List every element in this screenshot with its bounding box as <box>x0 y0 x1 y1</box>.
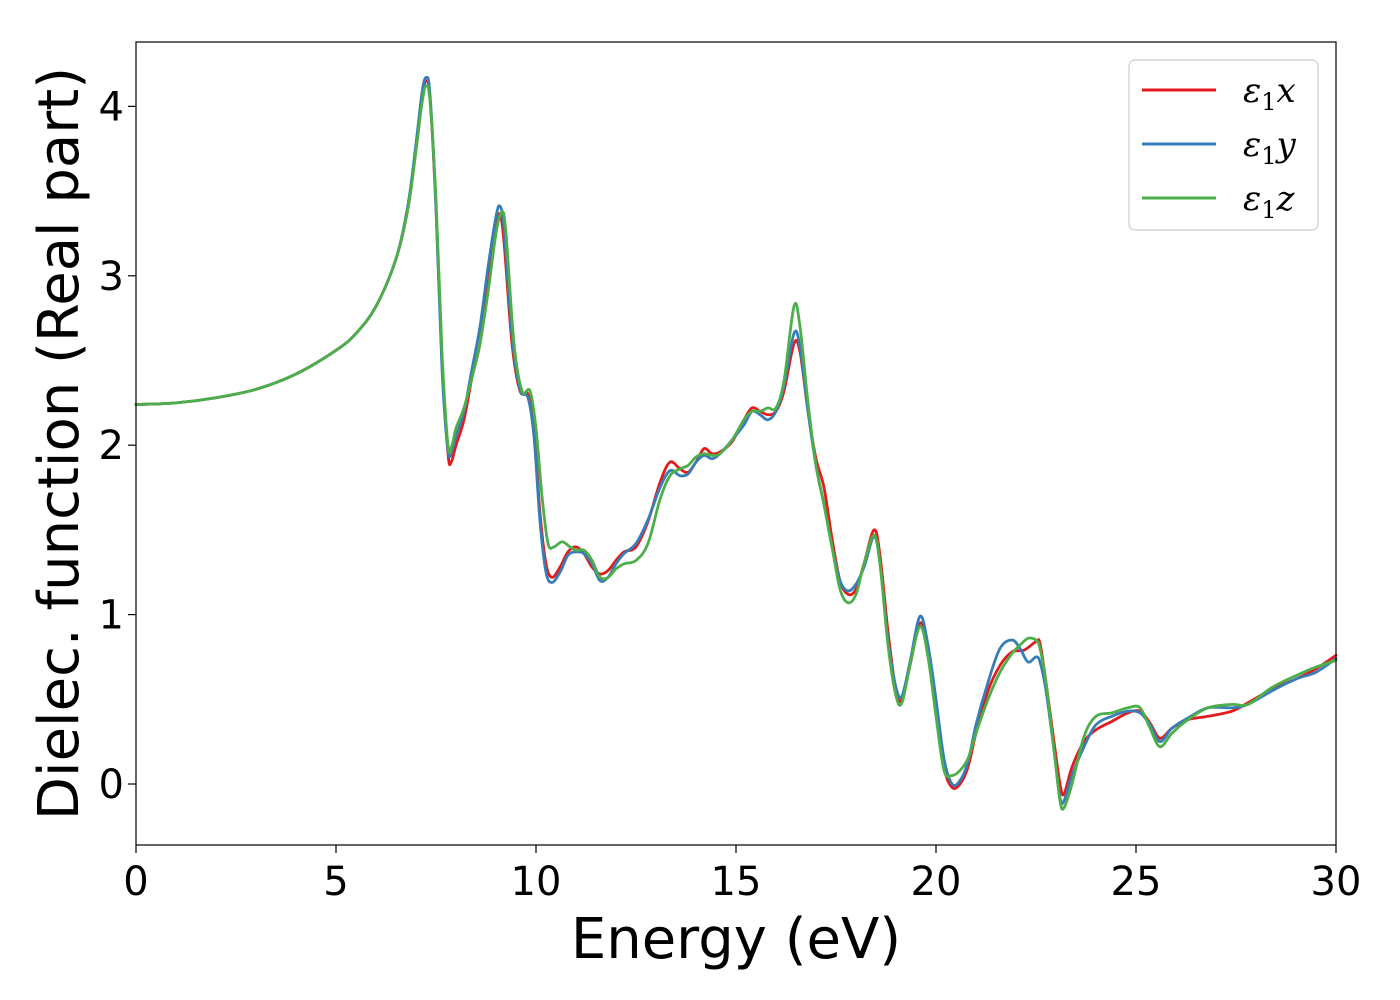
y-tick-label: 1 <box>99 593 124 639</box>
x-axis: 0 5 10 15 20 25 30 <box>123 845 1361 905</box>
x-tick-label: 0 <box>123 859 148 905</box>
legend: ε1x ε1y ε1z <box>1128 59 1319 231</box>
y-tick-label: 0 <box>99 762 124 808</box>
x-tick-label: 30 <box>1311 859 1362 905</box>
legend-entries: ε1x ε1y ε1z <box>1142 71 1297 224</box>
y-axis-label: Dielec. function (Real part) <box>27 67 92 820</box>
y-tick-label: 2 <box>99 423 124 469</box>
x-axis-label: Energy (eV) <box>571 907 901 972</box>
y-axis: 0 1 2 3 4 <box>99 84 136 808</box>
y-tick-label: 3 <box>99 254 124 300</box>
x-tick-label: 15 <box>711 859 762 905</box>
legend-label-y: ε1y <box>1243 125 1297 170</box>
series-layer <box>134 75 1338 811</box>
series-line-z <box>134 84 1338 811</box>
x-tick-label: 10 <box>511 859 562 905</box>
x-tick-label: 25 <box>1111 859 1162 905</box>
legend-box <box>1128 59 1319 231</box>
x-tick-label: 20 <box>911 859 962 905</box>
legend-label-x: ε1x <box>1243 71 1296 116</box>
legend-label-z: ε1z <box>1243 179 1296 224</box>
x-tick-label: 5 <box>323 859 348 905</box>
y-tick-label: 4 <box>99 84 124 130</box>
